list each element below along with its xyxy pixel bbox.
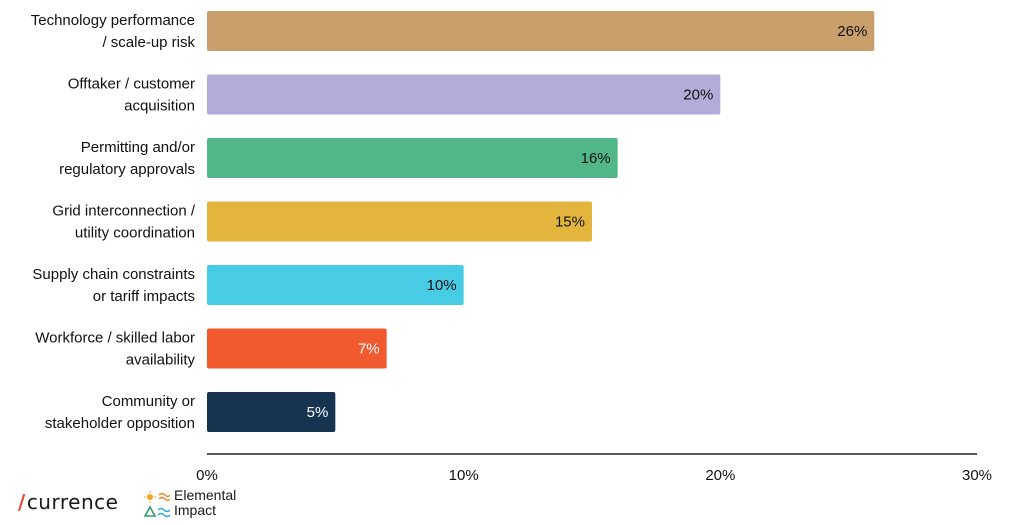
x-tick-label-4: 30% [962,467,992,484]
bar-3 [207,138,618,178]
data-label-1: 26% [837,23,867,40]
currence-logo: /currence [18,490,118,514]
elemental-logo-line2: Impact [174,502,217,518]
x-tick-label-3: 20% [705,467,735,484]
footer-logos: /currence Elemental Impact [18,488,278,522]
data-labels: 26% 20% 16% 15% 10% 7% 5% [307,23,868,421]
currence-slash-icon: / [18,490,26,514]
data-label-5: 10% [427,277,457,294]
category-label-5: Supply chain constraints or tariff impact… [32,266,195,305]
category-label-2: Offtaker / customer acquisition [68,76,195,115]
bar-6 [207,328,387,369]
data-label-4: 15% [555,214,585,231]
bar-1 [207,11,875,51]
data-label-3: 16% [581,150,611,167]
category-label-3: Permitting and/or regulatory approvals [59,139,195,178]
bars-group [207,11,875,432]
x-tick-label-2: 10% [449,467,479,484]
elemental-impact-icon [144,491,170,518]
category-label-4: Grid interconnection / utility coordinati… [52,203,195,242]
x-tick-labels: 0% 10% 20% 30% [196,467,992,484]
data-label-2: 20% [683,87,713,104]
data-label-6: 7% [358,341,380,358]
category-labels: Technology performance / scale-up risk Off… [31,12,196,432]
category-label-1: Technology performance / scale-up risk [31,12,196,51]
currence-logo-text: currence [26,490,119,514]
elemental-logo-line1: Elemental [174,487,237,503]
bar-2 [207,74,721,115]
category-label-7: Community or stakeholder opposition [45,393,195,432]
bar-5 [207,265,464,305]
bar-4 [207,201,592,242]
x-tick-label-1: 0% [196,467,218,484]
data-label-7: 5% [307,404,329,421]
bar-7 [207,392,336,432]
category-label-6: Workforce / skilled labor availability [35,330,195,369]
